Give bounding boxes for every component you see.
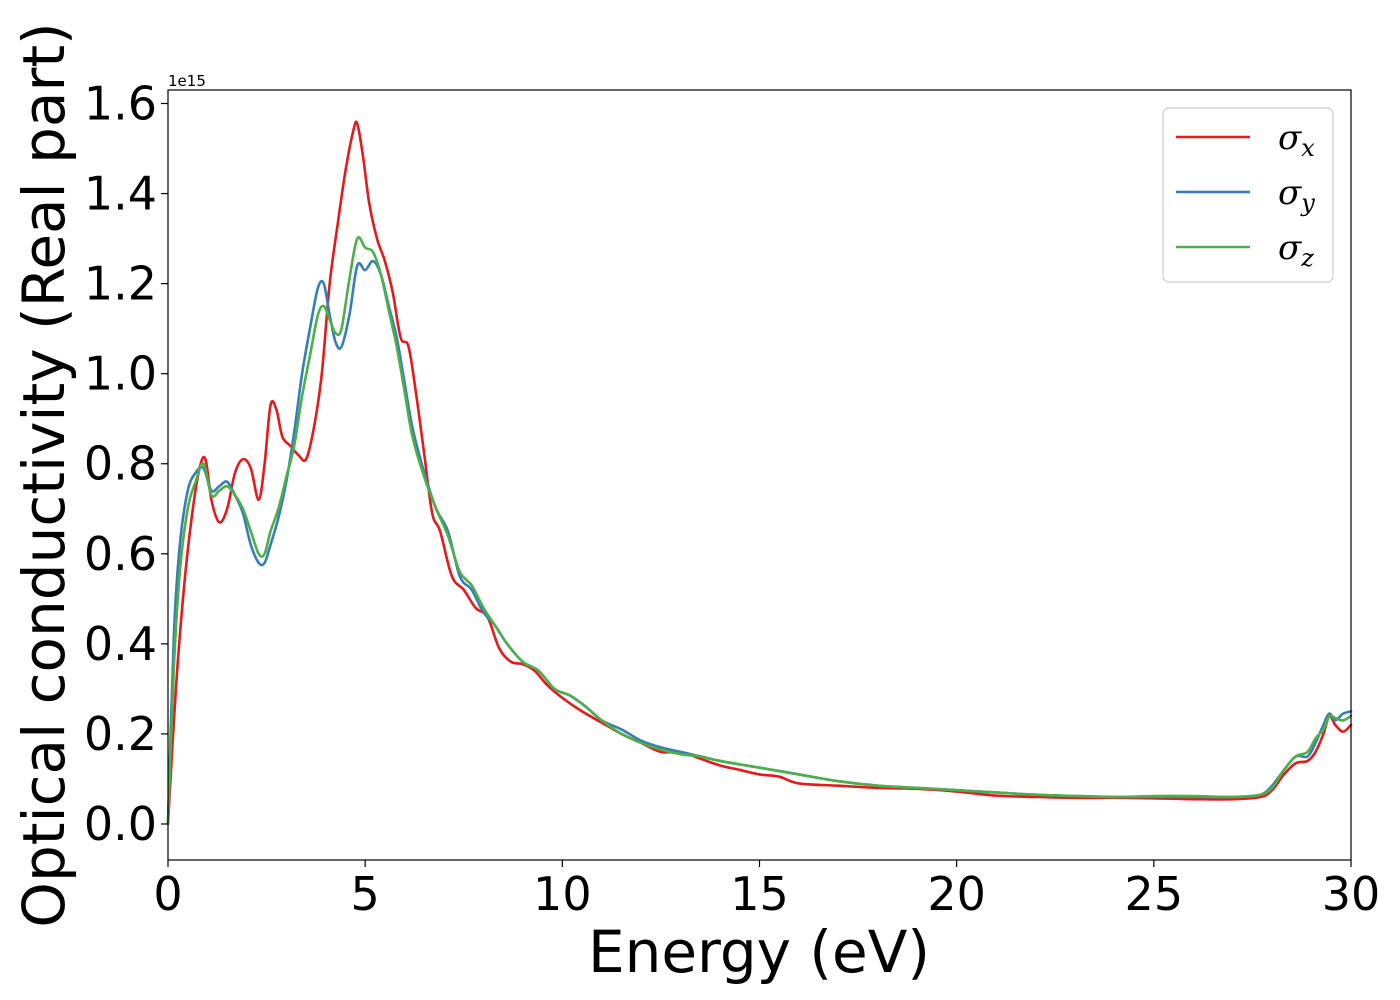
y-tick-label: 0.8: [84, 437, 157, 491]
x-tick-label: 0: [153, 867, 182, 921]
y-offset-text: 1e15: [168, 72, 206, 90]
x-tick-label: 5: [351, 867, 380, 921]
x-axis-label: Energy (eV): [588, 918, 930, 986]
y-tick-label: 1.0: [84, 347, 157, 401]
x-tick-label: 20: [927, 867, 986, 921]
legend-label-x: σx: [1278, 118, 1315, 162]
legend-label-z: σz: [1278, 228, 1314, 272]
x-tick-label: 30: [1322, 867, 1381, 921]
x-tick-label: 10: [533, 867, 592, 921]
x-tick-label: 25: [1125, 867, 1184, 921]
y-tick-label: 1.4: [84, 167, 157, 221]
series-line-z: [166, 236, 1353, 826]
y-tick-label: 0.4: [84, 617, 157, 671]
y-tick-label: 0.2: [84, 707, 157, 761]
y-axis-ticks: 0.0 0.2 0.4 0.6 0.8 1.0 1.2 1.4 1.6: [84, 77, 168, 851]
y-tick-label: 1.2: [84, 257, 157, 311]
y-axis-label: Optical conductivity (Real part): [10, 22, 78, 927]
y-tick-label: 0.0: [84, 797, 157, 851]
x-tick-label: 15: [730, 867, 789, 921]
legend-box: [1162, 107, 1334, 283]
legend: σx σy σz: [1162, 107, 1334, 283]
y-tick-label: 0.6: [84, 527, 157, 581]
legend-label-y: σy: [1278, 173, 1315, 217]
series-line-y: [166, 259, 1353, 826]
y-tick-label: 1.6: [84, 77, 157, 131]
x-axis-ticks: 0 5 10 15 20 25 30: [153, 860, 1380, 921]
plot-lines: [166, 120, 1353, 826]
